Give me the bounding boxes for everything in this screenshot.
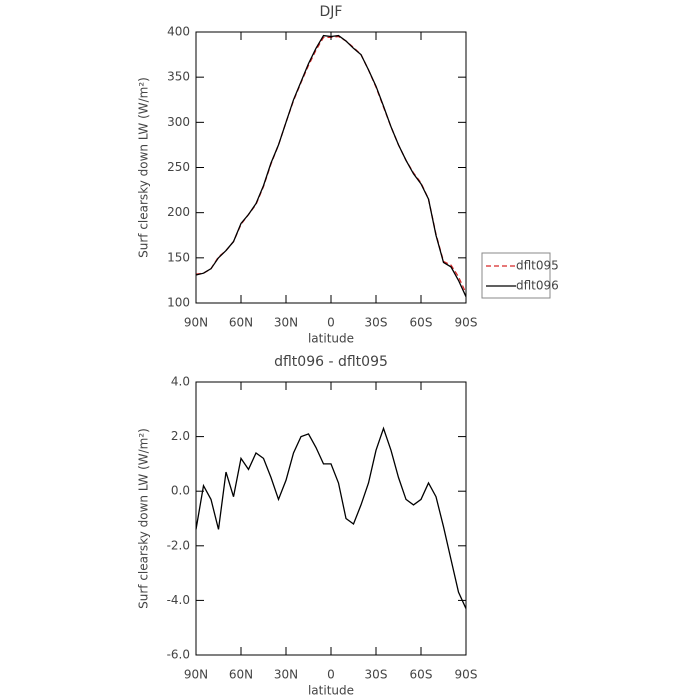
- x-tick-label: 90S: [455, 316, 478, 330]
- y-tick-label: 250: [167, 160, 190, 174]
- plot-frame: [195, 31, 467, 304]
- x-tick-label: 90N: [184, 668, 208, 682]
- y-tick-label: 350: [167, 70, 190, 84]
- x-tick-label: 0: [327, 668, 335, 682]
- x-tick-label: 60S: [410, 668, 433, 682]
- x-tick-label: 90S: [455, 668, 478, 682]
- x-tick-label: 0: [327, 316, 335, 330]
- y-tick-label: 100: [167, 296, 190, 310]
- y-tick-label: 150: [167, 250, 190, 264]
- x-tick-label: 30S: [365, 316, 388, 330]
- y-axis-label: Surf clearsky down LW (W/m²): [137, 77, 151, 258]
- x-tick-label: 30S: [365, 668, 388, 682]
- y-tick-label: 200: [167, 205, 190, 219]
- plot-frame: [195, 381, 467, 656]
- y-tick-label: 400: [167, 25, 190, 39]
- legend-label: dflt095: [516, 259, 559, 273]
- legend-label: dflt096: [516, 279, 559, 293]
- y-tick-label: -6.0: [167, 648, 190, 662]
- chart-title: DJF: [320, 4, 343, 20]
- series-line: [195, 426, 467, 609]
- legend-box: [481, 252, 551, 299]
- y-tick-label: 300: [167, 115, 190, 129]
- series-line: [195, 34, 467, 297]
- y-axis-label: Surf clearsky down LW (W/m²): [137, 428, 151, 609]
- x-tick-label: 30N: [274, 668, 298, 682]
- y-tick-label: 2.0: [171, 429, 190, 443]
- x-tick-label: 60N: [229, 316, 253, 330]
- chart-title: dflt096 - dflt095: [274, 354, 388, 370]
- series-line: [195, 35, 467, 294]
- x-tick-label: 30N: [274, 316, 298, 330]
- x-tick-label: 60N: [229, 668, 253, 682]
- x-axis-label: latitude: [308, 684, 354, 698]
- x-axis-label: latitude: [308, 332, 354, 346]
- y-tick-label: 0.0: [171, 484, 190, 498]
- y-tick-label: -4.0: [167, 593, 190, 607]
- x-tick-label: 90N: [184, 316, 208, 330]
- y-tick-label: 4.0: [171, 375, 190, 389]
- y-tick-label: -2.0: [167, 538, 190, 552]
- x-tick-label: 60S: [410, 316, 433, 330]
